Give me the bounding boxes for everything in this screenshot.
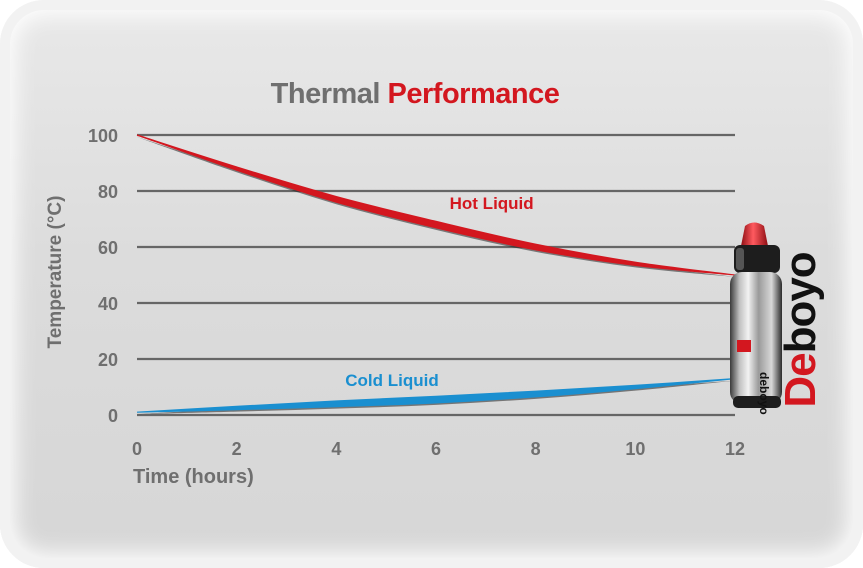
y-tick-label: 100	[88, 126, 118, 146]
y-tick-label: 80	[98, 182, 118, 202]
series-shadow	[137, 137, 735, 277]
y-tick-label: 60	[98, 238, 118, 258]
brand-logo: Deboyo	[776, 252, 826, 407]
x-tick-label: 6	[431, 439, 441, 459]
series-label: Hot Liquid	[450, 194, 534, 213]
y-tick-label: 40	[98, 294, 118, 314]
series-line-hot-liquid	[136, 134, 736, 276]
y-tick-label: 20	[98, 350, 118, 370]
y-tick-label: 0	[108, 406, 118, 426]
brand-logo-part-1: De	[776, 353, 825, 408]
x-tick-label: 2	[232, 439, 242, 459]
x-axis-label: Time (hours)	[133, 466, 254, 488]
x-tick-label: 0	[132, 439, 142, 459]
y-axis-label: Temperature (°C)	[45, 195, 66, 349]
title-part-2: Performance	[387, 78, 560, 110]
brand-logo-part-2: boyo	[776, 252, 825, 354]
series-label: Cold Liquid	[345, 371, 438, 390]
thermal-bottle-image	[730, 222, 782, 408]
x-tick-label: 8	[531, 439, 541, 459]
x-tick-label: 12	[725, 439, 745, 459]
chart-title: Thermal Performance	[0, 78, 830, 111]
title-part-1: Thermal	[270, 78, 381, 110]
x-tick-label: 10	[625, 439, 645, 459]
x-tick-label: 4	[331, 439, 341, 459]
